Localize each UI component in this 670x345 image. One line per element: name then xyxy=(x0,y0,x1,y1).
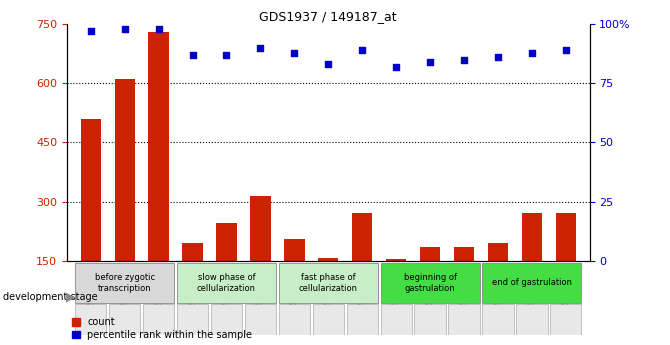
FancyBboxPatch shape xyxy=(279,304,310,336)
Point xyxy=(425,59,436,65)
FancyBboxPatch shape xyxy=(279,263,378,303)
FancyBboxPatch shape xyxy=(177,263,276,303)
Text: before zygotic
transcription: before zygotic transcription xyxy=(94,273,155,293)
FancyBboxPatch shape xyxy=(177,304,208,336)
Bar xyxy=(318,258,338,320)
Bar xyxy=(182,243,203,320)
Text: development stage: development stage xyxy=(3,292,98,302)
Point xyxy=(391,64,401,69)
Point xyxy=(492,55,503,60)
Bar xyxy=(251,196,271,320)
FancyBboxPatch shape xyxy=(143,304,174,336)
Point xyxy=(221,52,232,58)
Point xyxy=(153,26,164,32)
Bar xyxy=(488,243,508,320)
Point xyxy=(187,52,198,58)
FancyBboxPatch shape xyxy=(448,304,480,336)
Text: ▶: ▶ xyxy=(66,290,75,303)
Bar xyxy=(454,247,474,320)
Bar xyxy=(555,214,576,320)
Point xyxy=(561,47,572,53)
FancyBboxPatch shape xyxy=(550,304,582,336)
Bar xyxy=(216,223,237,320)
Point xyxy=(323,62,334,67)
Text: beginning of
gastrulation: beginning of gastrulation xyxy=(403,273,457,293)
FancyBboxPatch shape xyxy=(245,304,276,336)
Title: GDS1937 / 149187_at: GDS1937 / 149187_at xyxy=(259,10,397,23)
Point xyxy=(85,29,96,34)
FancyBboxPatch shape xyxy=(75,304,107,336)
FancyBboxPatch shape xyxy=(211,304,242,336)
FancyBboxPatch shape xyxy=(415,304,446,336)
Text: end of gastrulation: end of gastrulation xyxy=(492,278,572,287)
FancyBboxPatch shape xyxy=(482,304,514,336)
FancyBboxPatch shape xyxy=(313,304,344,336)
FancyBboxPatch shape xyxy=(482,263,582,303)
Point xyxy=(255,45,266,51)
Point xyxy=(527,50,537,55)
FancyBboxPatch shape xyxy=(381,304,412,336)
Text: fast phase of
cellularization: fast phase of cellularization xyxy=(299,273,358,293)
FancyBboxPatch shape xyxy=(346,304,378,336)
Bar xyxy=(352,214,373,320)
Bar xyxy=(149,32,169,320)
FancyBboxPatch shape xyxy=(381,263,480,303)
Text: slow phase of
cellularization: slow phase of cellularization xyxy=(197,273,256,293)
Bar xyxy=(115,79,135,320)
Point xyxy=(119,26,130,32)
Bar xyxy=(522,214,542,320)
Point xyxy=(459,57,470,62)
Bar xyxy=(386,259,406,320)
Point xyxy=(289,50,299,55)
Bar xyxy=(420,247,440,320)
FancyBboxPatch shape xyxy=(517,304,547,336)
Legend: count, percentile rank within the sample: count, percentile rank within the sample xyxy=(72,317,253,340)
Bar xyxy=(284,239,305,320)
FancyBboxPatch shape xyxy=(75,263,174,303)
Point xyxy=(357,47,368,53)
Bar xyxy=(80,119,101,320)
FancyBboxPatch shape xyxy=(109,304,140,336)
